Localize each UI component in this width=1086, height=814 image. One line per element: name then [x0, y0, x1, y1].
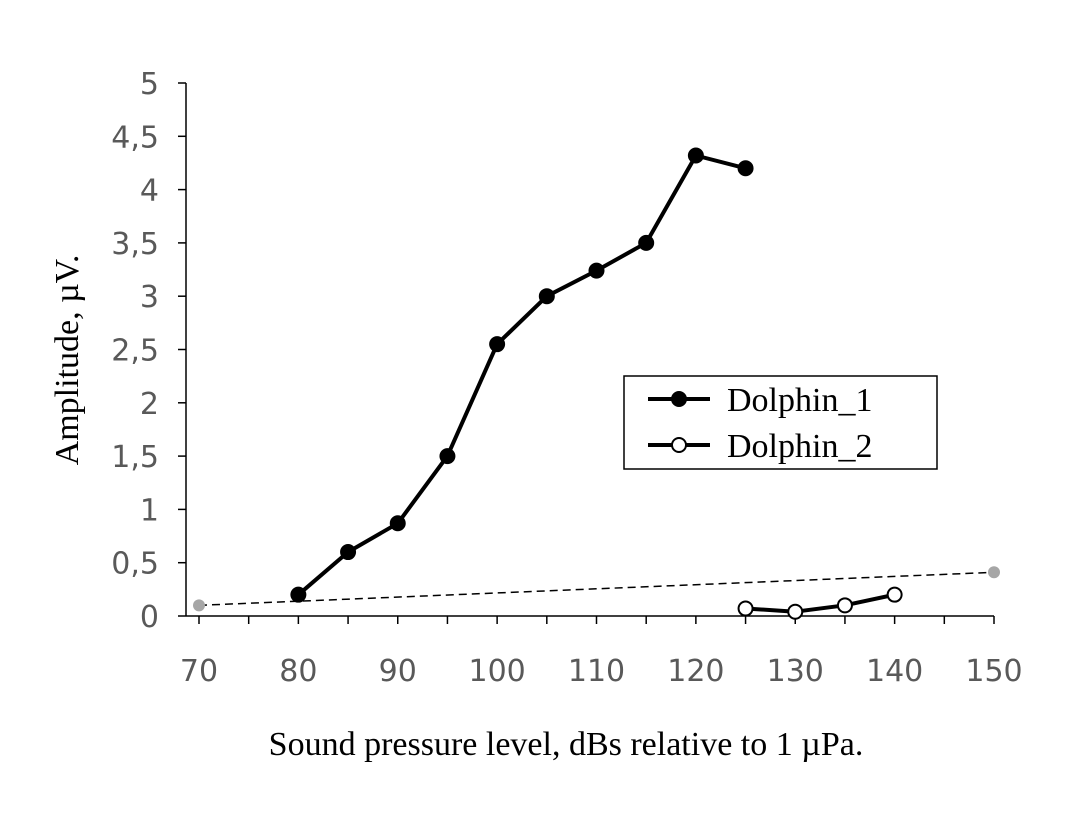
reference-line-group [193, 566, 1000, 612]
data-point-s1-2 [389, 515, 406, 532]
data-point-s1-7 [638, 234, 655, 251]
x-tick-label-6: 130 [767, 654, 824, 689]
reference-point-0 [193, 599, 205, 612]
data-point-s1-5 [538, 288, 555, 305]
x-axis-title: Sound pressure level, dBs relative to 1 … [269, 726, 864, 763]
data-point-s1-9 [737, 160, 754, 177]
y-tick-label-1: 0,5 [111, 547, 159, 582]
x-tick-label-8: 150 [965, 654, 1022, 689]
y-tick-label-0: 0 [140, 600, 159, 635]
y-tick-label-10: 5 [140, 67, 159, 102]
data-point-s1-0 [290, 586, 307, 603]
data-point-s1-6 [588, 262, 605, 279]
series-line-1 [296, 153, 748, 597]
data-point-s1-8 [687, 147, 704, 164]
reference-point-1 [988, 566, 1000, 579]
data-point-s1-3 [439, 448, 456, 465]
x-tick-label-0: 70 [180, 654, 218, 689]
y-axis-title: Amplitude, µV. [49, 255, 86, 466]
y-tick-label-5: 2,5 [111, 334, 159, 369]
x-tick-label-5: 120 [667, 654, 724, 689]
x-tick-label-7: 140 [866, 654, 923, 689]
y-tick-label-9: 4,5 [111, 120, 159, 155]
axes [178, 82, 995, 624]
legend-box [623, 375, 938, 470]
series-line-2 [743, 592, 897, 614]
series-2 [737, 586, 903, 620]
x-tick-label-2: 90 [379, 654, 417, 689]
legend-label-dolphin-2: Dolphin_2 [727, 428, 872, 465]
y-tick-label-3: 1,5 [111, 440, 159, 475]
legend-label-dolphin-1: Dolphin_1 [727, 382, 872, 419]
data-point-s2-0 [737, 600, 754, 617]
y-tick-label-4: 2 [140, 387, 159, 422]
x-tick-label-1: 80 [279, 654, 317, 689]
legend-marker-dolphin-1 [671, 391, 687, 407]
y-tick-label-7: 3,5 [111, 227, 159, 262]
x-tick-label-3: 100 [468, 654, 525, 689]
tick-labels: 0 0,5 1 1,5 2 2,5 3 3,5 4 4,5 5 70 80 90 100 110 120 130 1… [111, 67, 1022, 689]
y-tick-label-8: 4 [140, 174, 159, 209]
x-tick-label-4: 110 [568, 654, 625, 689]
data-point-s2-1 [787, 603, 804, 620]
y-tick-label-2: 1 [140, 493, 159, 528]
reference-line [198, 571, 995, 607]
data-point-s1-4 [489, 336, 506, 353]
series-1 [290, 147, 754, 603]
y-tick-label-6: 3 [140, 280, 159, 315]
data-point-s1-1 [340, 544, 357, 561]
legend: Dolphin_1 Dolphin_2 [623, 375, 938, 470]
data-point-s2-3 [886, 586, 903, 603]
series-group [290, 147, 903, 620]
data-point-s2-2 [836, 597, 853, 614]
legend-marker-dolphin-2 [671, 437, 687, 453]
